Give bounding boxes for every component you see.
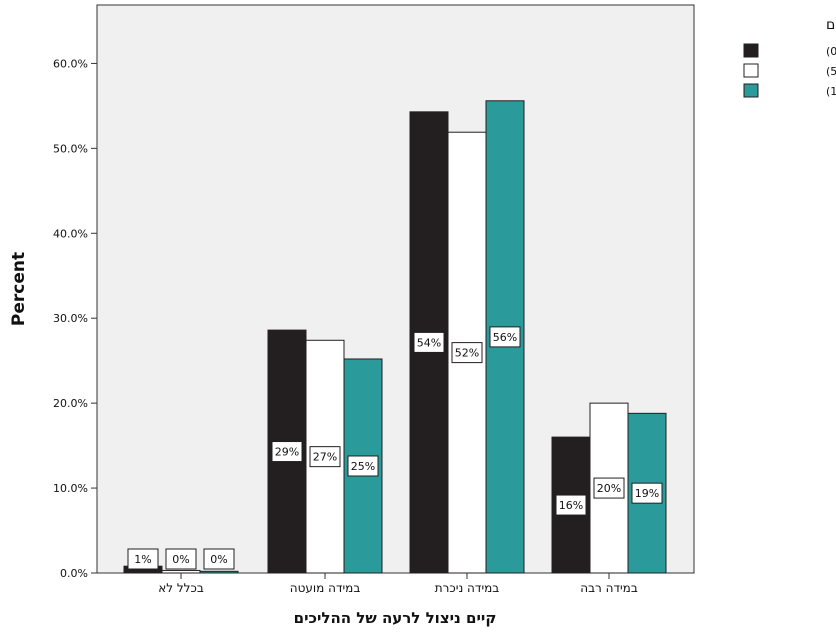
legend-title: ותק בשנים	[826, 17, 836, 33]
data-label-box	[347, 455, 379, 477]
data-label: 0%	[172, 553, 189, 566]
y-tick-label: 30.0%	[53, 312, 88, 325]
legend-swatch	[743, 63, 759, 78]
bar	[199, 570, 239, 574]
data-label-box	[413, 331, 445, 353]
data-label-box	[165, 548, 197, 570]
data-label: 54%	[417, 336, 441, 349]
x-axis-title: קיים ניצול לרעה של ההליכים	[294, 609, 497, 627]
data-label-box	[271, 441, 303, 463]
legend-label: בינוני (5-13)	[826, 65, 836, 78]
data-label-box	[555, 494, 587, 516]
y-tick-label: 0.0%	[60, 567, 88, 580]
y-tick-label: 10.0%	[53, 482, 88, 495]
y-tick-label: 50.0%	[53, 142, 88, 155]
y-tick-label: 60.0%	[53, 57, 88, 70]
data-label: 25%	[351, 460, 375, 473]
data-label: 0%	[210, 553, 227, 566]
y-axis: 0.0% 10.0% 20.0% 30.0% 40.0% 50.0% 60.0%	[53, 57, 97, 580]
legend: ותק בשנים נמוך (0-4) בינוני (5-13) גבוה (+…	[743, 17, 836, 98]
data-label-box	[203, 548, 235, 570]
legend-swatch	[743, 83, 759, 98]
x-axis: בכלל לא במידה מועטה במידה ניכרת במידה רבה	[158, 573, 638, 595]
x-tick-label: במידה רבה	[580, 581, 638, 595]
x-tick-label: במידה מועטה	[290, 581, 361, 595]
legend-label: נמוך (0-4)	[826, 45, 836, 58]
data-label-box	[489, 326, 521, 348]
legend-label: גבוה (+14)	[826, 85, 836, 98]
x-tick-label: בכלל לא	[158, 581, 204, 595]
data-label: 16%	[559, 499, 583, 512]
y-axis-title: Percent	[9, 252, 29, 326]
y-tick-label: 40.0%	[53, 227, 88, 240]
data-label-box	[127, 548, 159, 570]
legend-swatch	[743, 43, 759, 58]
data-label-box	[309, 446, 341, 468]
data-label: 27%	[313, 451, 337, 464]
data-labels: 1% 0% 0% 29% 27% 25% 54% 52% 56% 16% 20% 19%	[127, 326, 663, 570]
data-label: 20%	[597, 482, 621, 495]
x-tick-label: במידה ניכרת	[435, 581, 500, 595]
bar	[161, 569, 201, 574]
data-label-box	[631, 482, 663, 504]
data-label: 1%	[134, 553, 151, 566]
data-label-box	[593, 477, 625, 499]
data-label: 56%	[493, 331, 517, 344]
data-label: 52%	[455, 347, 479, 360]
data-label: 19%	[635, 487, 659, 500]
data-label-box	[451, 342, 483, 364]
data-label: 29%	[275, 446, 299, 459]
y-tick-label: 20.0%	[53, 397, 88, 410]
